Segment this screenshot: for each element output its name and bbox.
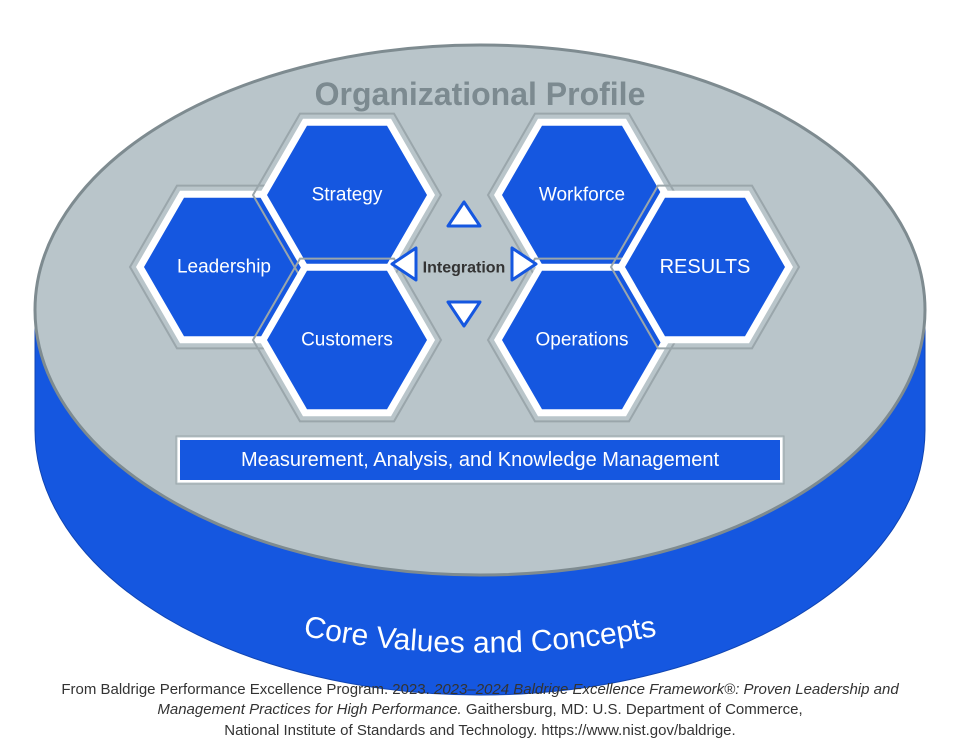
source-caption: From Baldrige Performance Excellence Pro… <box>0 680 960 741</box>
measurement-bar-label: Measurement, Analysis, and Knowledge Man… <box>241 449 720 471</box>
hex-label-customers: Customers <box>301 330 393 351</box>
hex-label-workforce: Workforce <box>539 185 625 206</box>
title-organizational-profile: Organizational Profile <box>315 76 646 112</box>
integration-label: Integration <box>423 260 506 277</box>
caption-line2a: Management Practices for High Performanc… <box>157 701 461 718</box>
hex-label-leadership: Leadership <box>177 257 271 278</box>
caption-line2b: Gaithersburg, MD: U.S. Department of Com… <box>462 701 803 718</box>
caption-line1a: From Baldrige Performance Excellence Pro… <box>61 681 434 698</box>
diagram-root: Organizational ProfileCore Values and Co… <box>0 0 960 747</box>
caption-line1b: 2023–2024 Baldrige Excellence Framework®… <box>434 681 899 698</box>
hex-label-strategy: Strategy <box>312 185 383 206</box>
caption-line3: National Institute of Standards and Tech… <box>224 722 735 739</box>
hex-label-results: RESULTS <box>660 256 751 278</box>
hex-label-operations: Operations <box>536 330 629 351</box>
